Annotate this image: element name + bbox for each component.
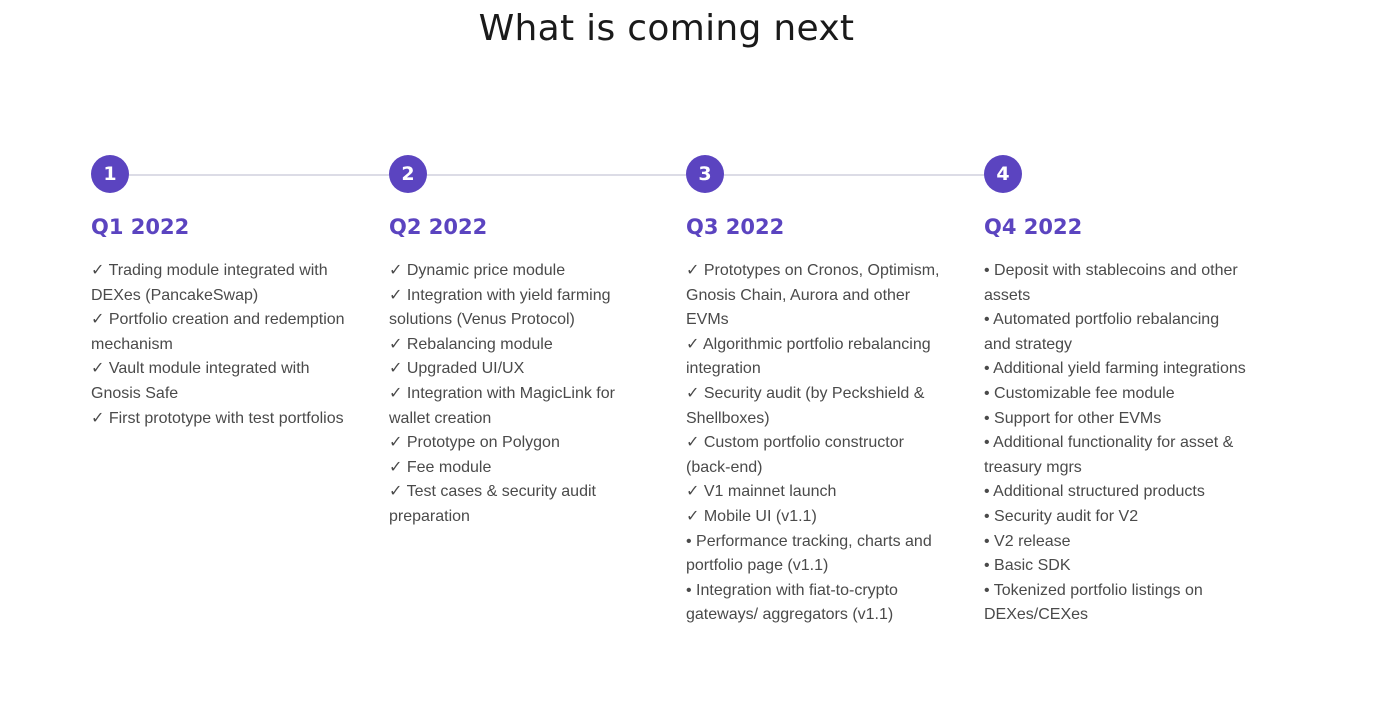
roadmap-item: ✓ Prototypes on Cronos, Optimism, Gnosis… [686,262,940,329]
milestone-3-badge: 3 [686,155,724,193]
timeline-line [110,174,1003,176]
roadmap-item: ✓ First prototype with test portfolios [91,409,344,427]
roadmap-item: ✓ Custom portfolio constructor (back-end… [686,434,904,476]
roadmap-item: • Automated portfolio rebalancing and st… [984,311,1220,353]
roadmap-column-q3: Q3 2022 ✓ Prototypes on Cronos, Optimism… [686,212,948,628]
milestone-1-badge: 1 [91,155,129,193]
roadmap-item: • Support for other EVMs [984,409,1162,427]
roadmap-item: ✓ Vault module integrated with Gnosis Sa… [91,360,310,402]
page-title: What is coming next [478,8,855,49]
milestone-2-badge: 2 [389,155,427,193]
roadmap-item: ✓ Integration with yield farming solutio… [389,286,611,329]
roadmap-item: ✓ Trading module integrated with DEXes (… [91,262,328,304]
roadmap-item: ✓ Mobile UI (v1.1) [686,507,817,525]
roadmap-item-list: ✓ Dynamic price module ✓ Integration wit… [389,259,651,530]
quarter-title: Q1 2022 [91,215,190,239]
roadmap-item: • Basic SDK [984,557,1071,575]
roadmap-item: ✓ V1 mainnet launch [686,483,837,501]
quarter-title: Q4 2022 [984,215,1083,239]
roadmap-item: • V2 release [984,532,1071,550]
roadmap-item: • Security audit for V2 [984,507,1139,525]
roadmap-item: ✓ Fee module [389,458,492,476]
roadmap-column-q2: Q2 2022 ✓ Dynamic price module ✓ Integra… [389,212,651,530]
roadmap-item: ✓ Security audit (by Peckshield & Shellb… [686,384,925,427]
roadmap-item: • Additional yield farming integrations [984,360,1246,378]
roadmap-item-list: ✓ Prototypes on Cronos, Optimism, Gnosis… [686,259,948,628]
roadmap-item: ✓ Prototype on Polygon [389,434,560,452]
roadmap-item: • Tokenized portfolio listings on DEXes/… [984,581,1203,624]
roadmap-item: • Additional functionality for asset & t… [984,434,1234,476]
roadmap-item-list: ✓ Trading module integrated with DEXes (… [91,259,353,431]
quarter-title: Q2 2022 [389,215,488,239]
roadmap-item: ✓ Rebalancing module [389,335,553,353]
roadmap-item: ✓ Test cases & security audit preparatio… [389,483,596,525]
milestone-4-badge: 4 [984,155,1022,193]
roadmap-item: ✓ Dynamic price module [389,262,566,279]
roadmap-item: • Integration with fiat-to-crypto gatewa… [686,581,898,624]
roadmap-item: ✓ Integration with MagicLink for wallet … [389,384,615,427]
roadmap-item: ✓ Algorithmic portfolio rebalancing inte… [686,335,931,378]
roadmap-item: • Performance tracking, charts and portf… [686,532,932,575]
roadmap-item: • Customizable fee module [984,384,1175,402]
roadmap-item: ✓ Upgraded UI/UX [389,360,525,378]
roadmap-item: • Deposit with stablecoins and other ass… [984,262,1238,304]
roadmap-item-list: • Deposit with stablecoins and other ass… [984,259,1246,628]
roadmap-item: • Additional structured products [984,483,1205,501]
quarter-title: Q3 2022 [686,215,785,239]
roadmap-item: ✓ Portfolio creation and redemption mech… [91,311,345,353]
roadmap-column-q1: Q1 2022 ✓ Trading module integrated with… [91,212,353,431]
roadmap-column-q4: Q4 2022 • Deposit with stablecoins and o… [984,212,1246,628]
